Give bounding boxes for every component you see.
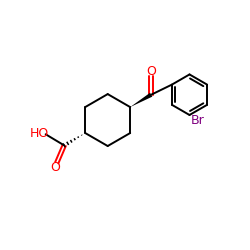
Text: O: O bbox=[146, 65, 156, 78]
Text: HO: HO bbox=[30, 126, 49, 140]
Text: Br: Br bbox=[191, 114, 204, 127]
Polygon shape bbox=[130, 93, 152, 107]
Text: O: O bbox=[50, 161, 60, 174]
